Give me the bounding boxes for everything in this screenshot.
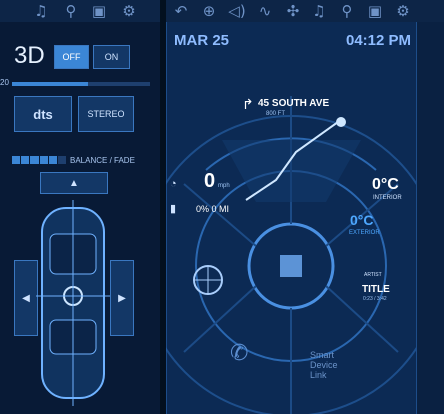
balance-bar — [12, 156, 67, 164]
battery-icon: ▮ — [170, 203, 177, 215]
balance-left-button[interactable]: ◀ — [14, 260, 38, 336]
smart-label-line-3: Link — [310, 370, 327, 380]
globe-icon[interactable]: ⊕ — [202, 2, 216, 20]
balance-right-button[interactable]: ▶ — [110, 260, 134, 336]
fade-up-button[interactable]: ▲ — [40, 172, 108, 194]
media-time: 0:23 / 3:42 — [363, 296, 387, 302]
nav-turn-arrow-icon: ↱ — [242, 96, 254, 112]
settings-screen-icon[interactable]: ▣ — [91, 2, 107, 20]
toggle-off-button[interactable]: OFF — [54, 45, 89, 69]
media-small-label: ARTIST — [364, 272, 382, 278]
speed-unit: mph — [218, 183, 230, 189]
smart-label-line-2: Device — [310, 360, 338, 370]
audio-mode-label: 3D — [14, 42, 45, 69]
volume-slider-track[interactable] — [12, 82, 150, 86]
waveform-icon[interactable]: ∿ — [258, 2, 272, 20]
smart-device-link-label[interactable]: Smart Device Link — [310, 350, 358, 380]
nav-distance-label: 800 FT — [266, 111, 286, 117]
gear-icon[interactable]: ⚙ — [396, 2, 410, 20]
date-label: MAR 25 — [174, 32, 230, 49]
map-pin-icon[interactable]: ⚲ — [65, 2, 77, 20]
media-title[interactable]: TITLE — [362, 284, 390, 295]
volume-icon[interactable]: ◁) — [228, 2, 246, 20]
slider-label: 20 — [0, 78, 9, 87]
back-arrow-icon[interactable]: ↶ — [174, 2, 188, 20]
time-label: 04:12 PM — [346, 32, 412, 49]
panel-divider — [160, 0, 166, 414]
edge-panel — [416, 22, 444, 414]
volume-slider-fill — [12, 82, 88, 86]
balance-fade-label: BALANCE / FADE — [70, 156, 135, 165]
gear-icon[interactable]: ⚙ — [122, 2, 136, 20]
smart-label-line-1: Smart — [310, 350, 335, 360]
settings-screen-icon[interactable]: ▣ — [367, 2, 383, 20]
speedometer-icon: ◔ — [170, 178, 177, 190]
exterior-temperature-label: EXTERIOR — [349, 230, 380, 236]
dts-button[interactable]: dts — [14, 96, 72, 132]
fan-icon[interactable]: ✣ — [286, 2, 300, 20]
stereo-button[interactable]: STEREO — [78, 96, 134, 132]
toggle-on-button[interactable]: ON — [93, 45, 130, 69]
nav-street-label: 45 SOUTH AVE — [258, 98, 330, 109]
interior-temperature-label: INTERIOR — [373, 195, 402, 201]
music-note-icon[interactable]: ♫ — [34, 2, 48, 20]
map-pin-icon[interactable]: ⚲ — [341, 2, 353, 20]
interior-temperature-value: 0°C — [372, 176, 399, 193]
dts-label: dts — [33, 106, 53, 122]
radial-menu — [166, 96, 416, 414]
car-top-view-icon[interactable] — [36, 200, 110, 406]
speed-value: 0 — [204, 170, 216, 192]
exterior-temperature-value: 0°C — [350, 212, 374, 228]
trip-value: 0% 0 MI — [196, 204, 230, 214]
music-note-icon[interactable]: ♫ — [312, 2, 326, 20]
phone-icon[interactable]: ✆ — [230, 340, 249, 365]
